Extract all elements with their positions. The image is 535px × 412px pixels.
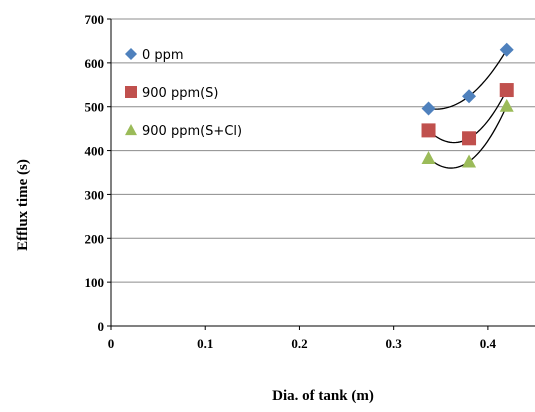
data-points [421, 42, 514, 168]
legend-label: 0 ppm [142, 48, 184, 63]
y-tick-label: 400 [85, 144, 105, 159]
data-point-diamond [421, 101, 436, 116]
y-tick-label: 0 [98, 319, 105, 334]
x-tick-label: 0 [108, 336, 115, 351]
data-point-square [499, 83, 514, 98]
data-point-diamond [499, 42, 514, 57]
data-point-square [421, 123, 436, 138]
data-point-square [462, 131, 477, 146]
legend: 0 ppm 900 ppm(S) 900 ppm(S+Cl) [125, 48, 242, 139]
legend-marker-triangle [125, 124, 137, 136]
data-point-triangle [421, 151, 436, 164]
y-ticks: 0 100 200 300 400 500 600 700 [85, 12, 111, 334]
x-axis-title: Dia. of tank (m) [272, 388, 374, 404]
y-tick-label: 500 [85, 100, 105, 115]
x-tick-label: 0.4 [480, 336, 497, 351]
axes [110, 19, 535, 327]
x-tick-label: 0.3 [386, 336, 403, 351]
y-tick-label: 700 [85, 12, 105, 27]
grid [111, 18, 535, 283]
legend-marker-square [125, 86, 137, 98]
x-tick-label: 0.2 [291, 336, 307, 351]
x-tick-label: 0.1 [197, 336, 213, 351]
legend-label: 900 ppm(S) [142, 86, 219, 101]
legend-marker-diamond [125, 48, 137, 60]
y-tick-label: 600 [85, 56, 105, 71]
y-tick-label: 100 [85, 275, 105, 290]
x-ticks: 0 0.1 0.2 0.3 0.4 [108, 326, 497, 351]
y-tick-label: 300 [85, 187, 105, 202]
data-point-diamond [462, 89, 477, 104]
legend-label: 900 ppm(S+Cl) [142, 124, 242, 139]
y-tick-label: 200 [85, 231, 105, 246]
y-axis-title: Efflux time (s) [15, 159, 31, 251]
data-point-triangle [499, 98, 514, 112]
data-point-triangle [462, 154, 477, 168]
